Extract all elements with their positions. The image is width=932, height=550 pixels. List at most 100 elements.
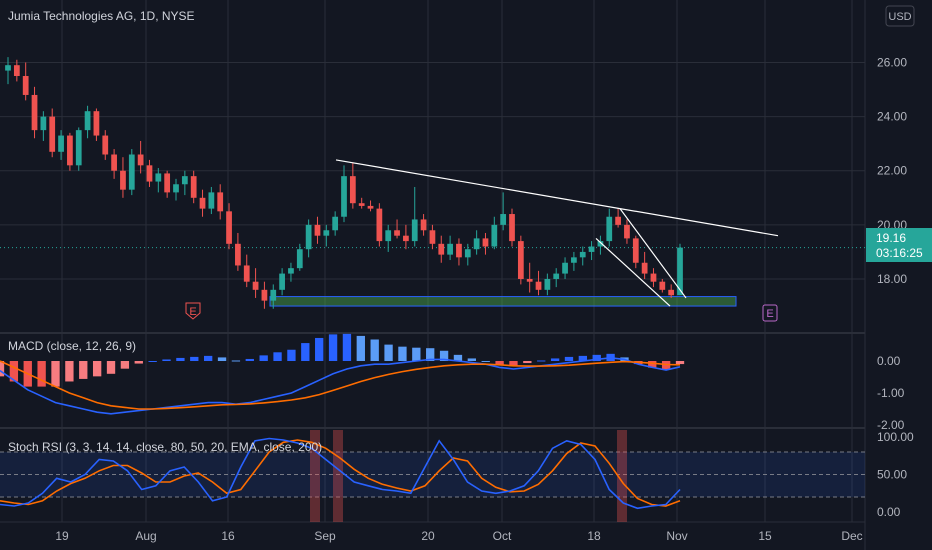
candle-body — [447, 243, 453, 255]
candle — [473, 230, 480, 255]
candle — [349, 162, 356, 209]
stoch-rsi-title: Stoch RSI (3, 3, 14, 14, close, 80, 50, … — [8, 440, 322, 454]
candle-body — [120, 170, 126, 190]
candle-body — [305, 224, 312, 250]
time-tick-label: 20 — [421, 529, 435, 543]
candle-body — [482, 238, 489, 247]
candle-body — [243, 265, 250, 282]
candle-body — [111, 154, 117, 171]
macd-histogram-bar — [481, 361, 490, 362]
candle — [332, 211, 339, 236]
candle-body — [252, 281, 259, 290]
time-tick-label: 19 — [55, 529, 69, 543]
trendlines — [335, 159, 779, 307]
candle — [93, 108, 100, 141]
price-tick-label: 24.00 — [877, 110, 907, 124]
currency-button[interactable]: USD — [885, 5, 915, 27]
candle-body — [270, 289, 277, 301]
candle-body — [464, 249, 471, 258]
macd-histogram-bar — [92, 361, 102, 377]
candle — [296, 243, 303, 271]
time-axis[interactable]: 19 Aug 16 Sep 20 Oct 18 Nov 15 Dec — [55, 529, 862, 543]
candle — [58, 130, 64, 160]
candle-body — [473, 238, 480, 250]
candle — [394, 219, 400, 239]
candle-body — [456, 243, 462, 258]
time-tick-label: 15 — [758, 529, 772, 543]
candle — [526, 262, 533, 293]
macd-histogram-bar — [120, 361, 130, 369]
macd-histogram-bar — [148, 361, 157, 362]
candle-body — [394, 230, 400, 236]
candle — [438, 235, 445, 263]
candle-body — [641, 262, 648, 274]
candle — [323, 224, 330, 247]
candle-body — [403, 235, 409, 242]
macd-histogram-bar — [523, 361, 532, 364]
macd-histogram-bar — [370, 339, 379, 361]
candle-body — [5, 65, 11, 71]
candle-body — [597, 241, 604, 247]
macd-histogram-bar — [384, 344, 393, 361]
candle-body — [376, 208, 383, 242]
candle-body — [349, 176, 356, 204]
macd-histogram-bar — [231, 360, 241, 362]
candle — [668, 284, 675, 298]
candle — [341, 165, 347, 223]
candle-body — [31, 94, 38, 131]
candle-body — [128, 154, 135, 190]
candle — [641, 251, 648, 279]
candle — [75, 127, 82, 171]
macd-histogram-bar — [342, 333, 352, 361]
candle-body — [429, 230, 436, 244]
macd-histogram-bar — [106, 361, 116, 374]
candle — [40, 111, 47, 141]
candle — [429, 224, 436, 250]
candle-body — [49, 116, 56, 152]
macd-histogram-bar — [564, 356, 574, 361]
price-axis[interactable]: 26.0024.0022.0020.0018.000.00-1.00-2.001… — [877, 55, 914, 519]
candle-body — [323, 230, 330, 236]
candle — [102, 130, 109, 160]
candle — [252, 268, 259, 298]
earnings-marker-2[interactable]: E — [762, 304, 778, 322]
candle — [544, 273, 551, 296]
chart-title: Jumia Technologies AG, 1D, NYSE — [8, 9, 195, 23]
time-tick-label: Aug — [135, 529, 156, 543]
candle — [597, 235, 604, 255]
macd-title: MACD (close, 12, 26, 9) — [8, 339, 136, 353]
candle — [173, 178, 179, 201]
candle-body — [341, 176, 347, 217]
candle-body — [93, 111, 100, 136]
price-tick-label: 22.00 — [877, 164, 907, 178]
macd-histogram-bar — [495, 361, 504, 366]
macd-histogram-bar — [356, 335, 365, 361]
stoch-tick-label: 50.00 — [877, 468, 907, 482]
macd-histogram-bar — [273, 352, 282, 361]
support-zone-rect — [269, 296, 737, 307]
macd-histogram-bar — [412, 347, 421, 361]
macd-tick-label: -1.00 — [877, 386, 905, 400]
candle-body — [385, 230, 392, 242]
candle — [500, 192, 507, 231]
candle — [270, 284, 277, 309]
macd-histogram-bar — [439, 350, 449, 361]
candle — [403, 224, 409, 250]
candle-body — [526, 278, 533, 282]
candle — [111, 149, 117, 179]
macd-histogram-bar — [245, 358, 254, 361]
candle-body — [411, 219, 418, 242]
macd-histogram-bar — [37, 361, 46, 387]
candle — [358, 197, 365, 209]
macd-line — [0, 356, 681, 415]
macd-histogram-bar — [176, 357, 185, 361]
stoch-k-line — [0, 437, 681, 510]
candle-body — [500, 214, 507, 225]
macd-histogram-bar — [259, 355, 268, 361]
candle-body — [226, 211, 232, 244]
candle — [120, 157, 126, 198]
candle — [146, 159, 153, 187]
price-badge: 19.16 03:16:25 — [866, 228, 932, 262]
earnings-marker-1[interactable]: E — [185, 302, 201, 320]
